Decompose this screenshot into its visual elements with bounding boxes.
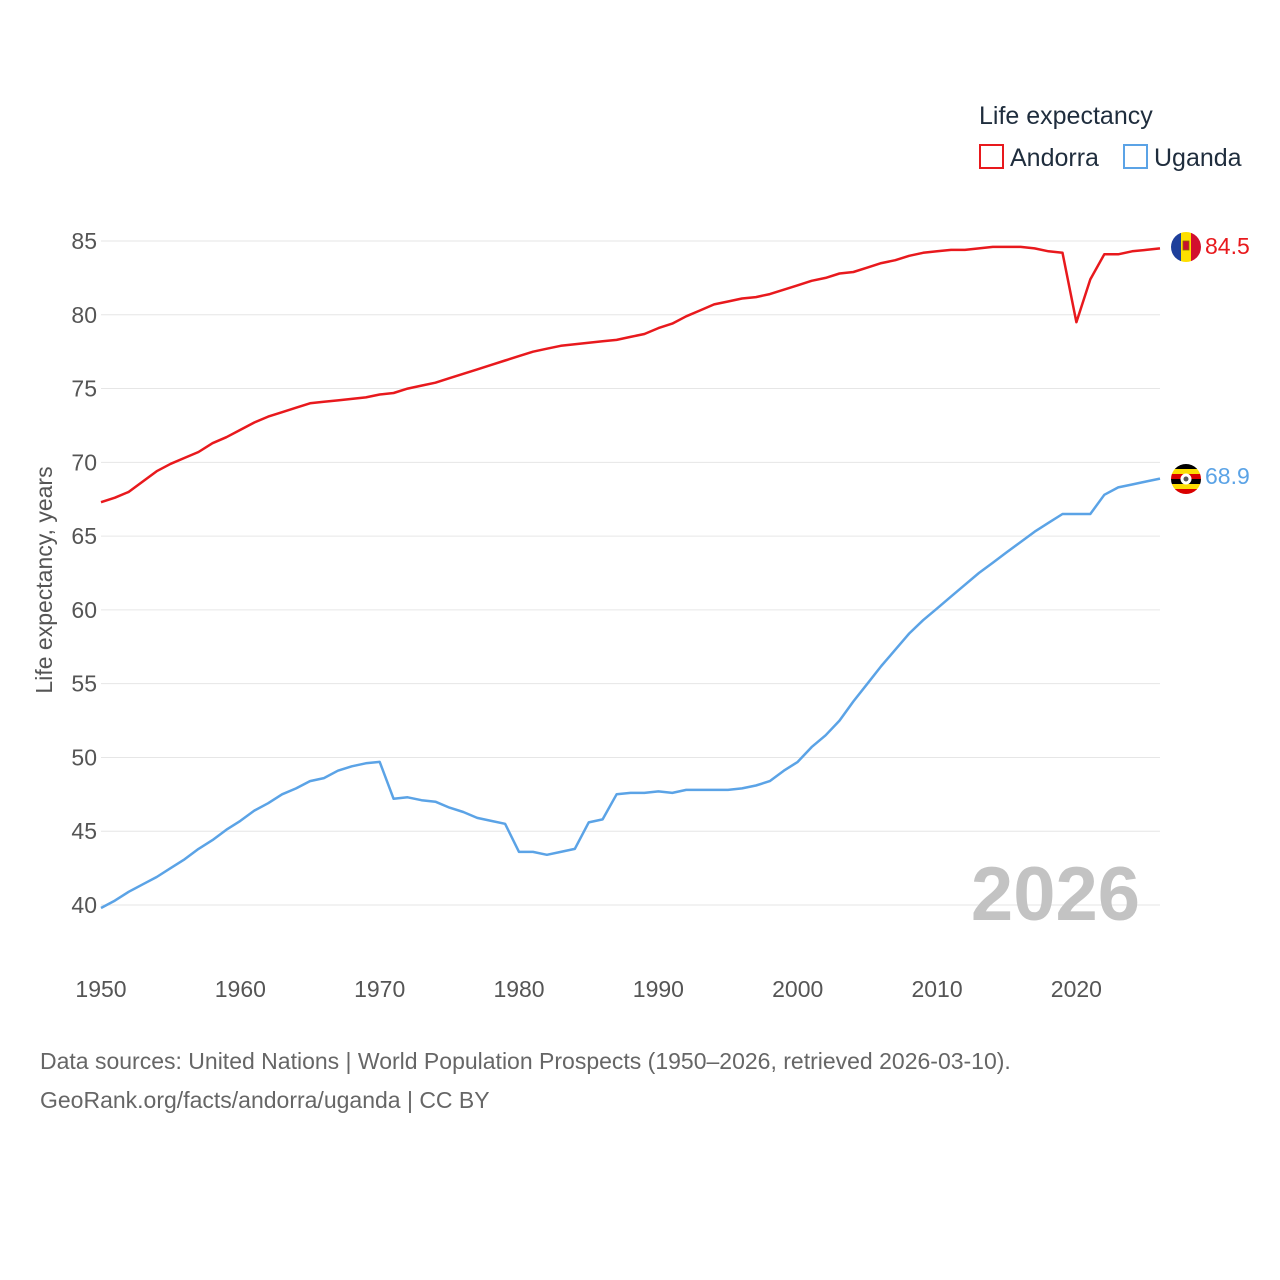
y-tick-label: 70 <box>71 449 97 475</box>
y-tick-label: 55 <box>71 671 97 697</box>
x-tick-label: 1950 <box>75 976 126 1002</box>
uganda-flag-icon <box>1171 464 1201 494</box>
legend-title: Life expectancy <box>979 102 1153 130</box>
line-chart: 40 45 50 55 60 65 70 75 80 85 1950 1960 1970 1980 199… <box>31 102 1250 1002</box>
end-label-andorra: 84.5 <box>1205 233 1250 259</box>
x-tick-label: 1990 <box>633 976 684 1002</box>
andorra-flag-icon <box>1171 232 1201 262</box>
y-tick-label: 75 <box>71 376 97 402</box>
credit-line[interactable]: GeoRank.org/facts/andorra/uganda | CC BY <box>40 1087 490 1113</box>
series-line-andorra[interactable] <box>100 245 1161 504</box>
legend-label-andorra[interactable]: Andorra <box>1010 144 1099 172</box>
source-line: Data sources: United Nations | World Pop… <box>40 1048 1011 1074</box>
source-note: Data sources: United Nations | World Pop… <box>40 1042 1240 1120</box>
legend-swatch-uganda[interactable] <box>1123 144 1148 169</box>
y-tick-label: 40 <box>71 892 97 918</box>
gridlines <box>101 240 1160 906</box>
x-tick-label: 1960 <box>215 976 266 1002</box>
legend: Life expectancy Andorra Uganda <box>979 102 1242 172</box>
y-tick-label: 65 <box>71 523 97 549</box>
x-tick-label: 1980 <box>493 976 544 1002</box>
y-tick-label: 60 <box>71 597 97 623</box>
y-tick-label: 80 <box>71 302 97 328</box>
legend-label-uganda[interactable]: Uganda <box>1154 144 1242 172</box>
x-tick-label: 2000 <box>772 976 823 1002</box>
y-tick-label: 45 <box>71 818 97 844</box>
legend-swatch-andorra[interactable] <box>979 144 1004 169</box>
x-tick-label: 1970 <box>354 976 405 1002</box>
x-tick-label: 2020 <box>1051 976 1102 1002</box>
x-tick-label: 2010 <box>911 976 962 1002</box>
series-line-uganda[interactable] <box>100 477 1161 910</box>
x-axis-ticks: 1950 1960 1970 1980 1990 2000 2010 2020 <box>75 976 1102 1002</box>
y-axis-label: Life expectancy, years <box>31 466 57 693</box>
y-axis-ticks: 40 45 50 55 60 65 70 75 80 85 <box>71 228 97 918</box>
end-label-uganda: 68.9 <box>1205 463 1250 489</box>
y-tick-label: 50 <box>71 744 97 770</box>
year-watermark: 2026 <box>971 852 1140 937</box>
series-lines <box>100 245 1161 910</box>
y-tick-label: 85 <box>71 228 97 254</box>
